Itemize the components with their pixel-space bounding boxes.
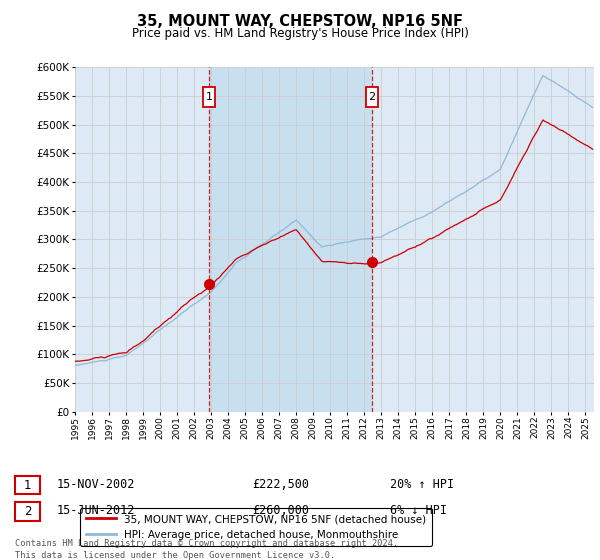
- Text: 20% ↑ HPI: 20% ↑ HPI: [390, 478, 454, 491]
- Text: 2: 2: [24, 505, 31, 518]
- Text: Contains HM Land Registry data © Crown copyright and database right 2024.
This d: Contains HM Land Registry data © Crown c…: [15, 539, 398, 559]
- Text: 15-NOV-2002: 15-NOV-2002: [57, 478, 136, 491]
- Text: 6% ↓ HPI: 6% ↓ HPI: [390, 504, 447, 517]
- Text: 15-JUN-2012: 15-JUN-2012: [57, 504, 136, 517]
- Text: 2: 2: [368, 92, 376, 102]
- Text: Price paid vs. HM Land Registry's House Price Index (HPI): Price paid vs. HM Land Registry's House …: [131, 27, 469, 40]
- Legend: 35, MOUNT WAY, CHEPSTOW, NP16 5NF (detached house), HPI: Average price, detached: 35, MOUNT WAY, CHEPSTOW, NP16 5NF (detac…: [80, 508, 433, 546]
- Bar: [203, 87, 215, 108]
- Text: £222,500: £222,500: [252, 478, 309, 491]
- Text: 35, MOUNT WAY, CHEPSTOW, NP16 5NF: 35, MOUNT WAY, CHEPSTOW, NP16 5NF: [137, 14, 463, 29]
- Text: £260,000: £260,000: [252, 504, 309, 517]
- Bar: [209, 67, 372, 412]
- Text: 1: 1: [24, 479, 31, 492]
- Bar: [366, 87, 378, 108]
- Text: 1: 1: [206, 92, 212, 102]
